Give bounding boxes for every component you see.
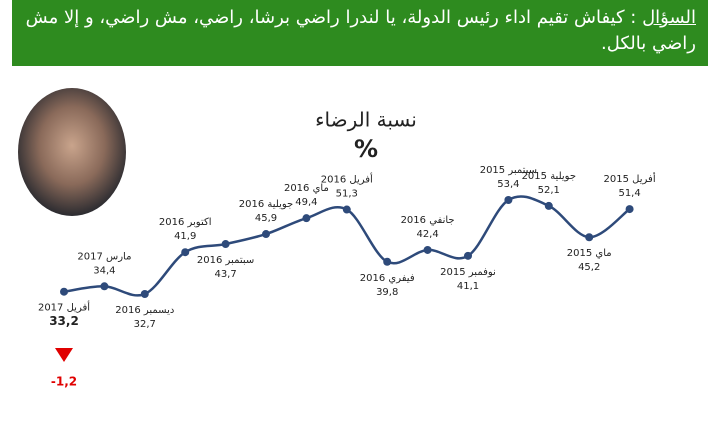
category-label: ماي 2016 bbox=[284, 183, 329, 194]
value-label: 51,3 bbox=[336, 189, 358, 200]
value-label: 42,4 bbox=[416, 229, 438, 240]
value-label: 45,2 bbox=[578, 262, 600, 273]
value-label: 49,4 bbox=[295, 197, 317, 208]
down-triangle bbox=[55, 348, 73, 362]
data-point bbox=[302, 214, 311, 223]
value-label: 51,4 bbox=[618, 188, 640, 199]
value-label: 34,4 bbox=[93, 265, 115, 276]
value-label: 41,1 bbox=[457, 281, 479, 292]
data-point bbox=[383, 257, 392, 266]
change-annotation: -1,2 bbox=[51, 375, 77, 389]
category-label: جانفي 2016 bbox=[401, 215, 455, 226]
category-label: جويلية 2015 bbox=[522, 171, 576, 182]
data-point bbox=[585, 233, 594, 242]
value-label: 41,9 bbox=[174, 231, 196, 242]
data-point bbox=[100, 282, 109, 291]
data-point bbox=[60, 287, 68, 296]
category-label: أفريل 2017 bbox=[38, 301, 90, 314]
portrait-photo bbox=[18, 88, 126, 216]
data-point bbox=[181, 248, 190, 257]
category-label: ماي 2015 bbox=[567, 248, 612, 259]
category-label: نوفمبر 2015 bbox=[440, 267, 496, 278]
chart-title: نسبة الرضاء bbox=[315, 108, 417, 132]
value-label: 53,4 bbox=[497, 179, 519, 190]
chart-subtitle: % bbox=[354, 135, 378, 163]
value-label: 45,9 bbox=[255, 213, 277, 224]
question-label: السؤال bbox=[642, 7, 696, 28]
data-point bbox=[504, 196, 513, 204]
value-label: 52,1 bbox=[538, 185, 560, 196]
data-point bbox=[423, 245, 432, 254]
category-label: سبتمبر 2016 bbox=[197, 255, 254, 266]
category-label: جويلية 2016 bbox=[239, 199, 293, 210]
value-label: 43,7 bbox=[214, 269, 236, 280]
value-label: 39,8 bbox=[376, 287, 398, 298]
data-point bbox=[221, 240, 230, 249]
category-label: فيفري 2016 bbox=[360, 273, 415, 284]
data-point bbox=[544, 201, 553, 210]
data-point bbox=[342, 205, 351, 214]
data-point bbox=[140, 290, 149, 298]
category-label: سبتمبر 2015 bbox=[480, 165, 537, 176]
category-label: أفريل 2016 bbox=[321, 173, 373, 186]
question-text: : كيفاش تقيم اداء رئيس الدولة، يا لندرا … bbox=[25, 7, 696, 54]
category-label: أفريل 2015 bbox=[604, 172, 656, 185]
data-point bbox=[464, 251, 472, 260]
question-header: السؤال : كيفاش تقيم اداء رئيس الدولة، يا… bbox=[12, 0, 708, 66]
value-label: 33,2 bbox=[49, 314, 79, 328]
value-label: 32,7 bbox=[134, 319, 156, 330]
category-label: اكتوبر 2016 bbox=[159, 217, 212, 228]
category-label: مارس 2017 bbox=[77, 251, 131, 262]
data-point bbox=[625, 205, 634, 214]
data-point bbox=[262, 230, 270, 239]
category-label: ديسمبر 2016 bbox=[115, 305, 174, 316]
